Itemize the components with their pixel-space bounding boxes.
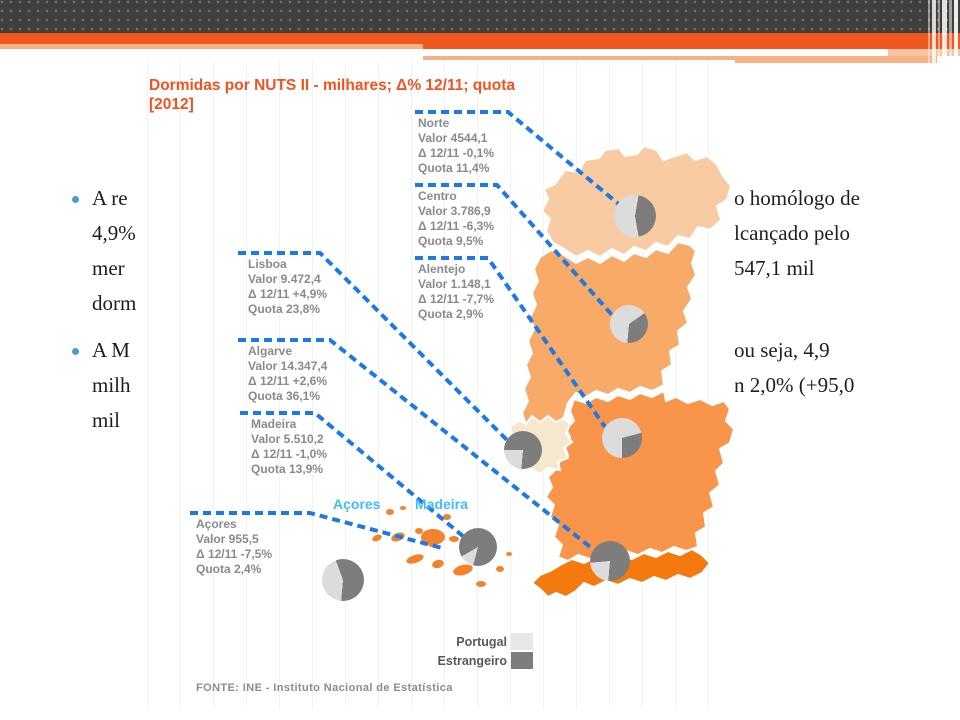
edge-stripe: [932, 0, 936, 100]
leader-acores: [190, 511, 443, 550]
island-caption-madeira: Madeira: [415, 496, 468, 512]
bullet1-line1-left: A re: [92, 186, 128, 210]
pie-centro: [610, 305, 648, 343]
leader-centro: [415, 183, 614, 317]
region-name: Madeira: [251, 417, 297, 431]
bullet2-line3-left: mil: [92, 408, 121, 432]
legend-row-portugal: Portugal: [427, 632, 533, 651]
region-quota: Quota 11,4%: [418, 161, 490, 175]
region-quota: Quota 2,4%: [196, 562, 262, 576]
region-name: Lisboa: [248, 257, 287, 271]
chart-title-line2: [2012]: [149, 96, 194, 113]
region-label-madeira: Madeira Valor 5.510,2 Δ 12/11 -1,0% Quot…: [251, 417, 327, 477]
legend-swatch-portugal: [511, 633, 533, 650]
leader-lines: [190, 110, 623, 552]
legend-label-portugal: Portugal: [456, 634, 507, 649]
region-label-alentejo: Alentejo Valor 1.148,1 Δ 12/11 -7,7% Quo…: [418, 262, 494, 322]
source-note: FONTE: INE - Instituto Nacional de Estat…: [196, 682, 453, 694]
bullet1-line2-left: 4,9%: [92, 221, 136, 245]
legend-swatch-estrangeiro: [511, 652, 533, 669]
pie-lisboa: [504, 431, 542, 469]
edge-stripe: [949, 0, 952, 100]
region-delta: Δ 12/11 -1,0%: [251, 447, 328, 461]
leader-lisboa: [238, 251, 509, 442]
region-valor: Valor 4544,1: [418, 131, 488, 145]
bullet-dot: [72, 196, 79, 203]
legend-label-estrangeiro: Estrangeiro: [437, 653, 507, 668]
region-name: Centro: [418, 189, 457, 203]
header-orange-bar-extension: [423, 44, 960, 49]
pie-alentejo: [602, 418, 642, 458]
region-valor: Valor 9.472,4: [248, 272, 321, 286]
region-label-algarve: Algarve Valor 14.347,4 Δ 12/11 +2,6% Quo…: [248, 344, 327, 404]
region-quota: Quota 13,9%: [251, 462, 324, 476]
bullet1-line3-right: 547,1 mil: [734, 256, 815, 280]
leader-algarve: [238, 338, 596, 552]
region-label-norte: Norte Valor 4544,1 Δ 12/11 -0,1% Quota 1…: [418, 116, 494, 176]
region-valor: Valor 955,5: [196, 532, 259, 546]
region-delta: Δ 12/11 +4,9%: [248, 287, 328, 301]
map-islands-madeira: [421, 514, 451, 545]
region-label-centro: Centro Valor 3.786,9 Δ 12/11 -6,3% Quota…: [418, 189, 494, 249]
pie-algarve: [590, 541, 630, 581]
header-peach-band-1: [0, 44, 423, 49]
chart-panel: Dormidas por NUTS II - milhares; Δ% 12/1…: [147, 60, 735, 708]
region-label-lisboa: Lisboa Valor 9.472,4 Δ 12/11 +4,9% Quota…: [248, 257, 327, 317]
region-delta: Δ 12/11 -6,3%: [418, 219, 495, 233]
chart-title-line1: Dormidas por NUTS II - milhares; Δ% 12/1…: [149, 77, 515, 94]
region-quota: Quota 2,9%: [418, 307, 484, 321]
header-dark-bar: [0, 0, 960, 33]
region-delta: Δ 12/11 -7,5%: [196, 547, 273, 561]
map-islands-acores: [372, 506, 512, 587]
bullet2-line1-left: A M: [92, 338, 130, 362]
pie-açores: [322, 559, 364, 601]
region-valor: Valor 14.347,4: [248, 359, 328, 373]
bullet1-line3-left: mer: [92, 256, 125, 280]
island-caption-acores: Açores: [333, 496, 381, 512]
region-delta: Δ 12/11 -7,7%: [418, 292, 495, 306]
region-valor: Valor 5.510,2: [251, 432, 324, 446]
leader-alentejo: [415, 256, 607, 429]
pie-norte: [614, 195, 656, 237]
edge-stripe: [928, 0, 930, 100]
region-name: Açores: [196, 517, 237, 531]
region-label-acores: Açores Valor 955,5 Δ 12/11 -7,5% Quota 2…: [196, 517, 272, 577]
leader-norte: [415, 110, 623, 208]
bullet-dot: [72, 348, 79, 355]
bullet1-line4-left: dorm: [92, 291, 137, 315]
chart-title: Dormidas por NUTS II - milhares; Δ% 12/1…: [149, 76, 649, 114]
bullet2-line2-left: milh: [92, 373, 131, 397]
legend-row-estrangeiro: Estrangeiro: [427, 651, 533, 670]
header-orange-bar: [0, 33, 960, 44]
region-name: Norte: [418, 116, 450, 130]
bullet1-line1-right: o homólogo de: [734, 186, 860, 210]
bullet2-line1-right: ou seja, 4,9: [734, 338, 830, 362]
edge-stripe: [954, 0, 958, 100]
edge-stripe: [942, 0, 947, 100]
header-peach-band-2: [423, 56, 937, 63]
header-peach-band-right: [888, 49, 960, 56]
region-quota: Quota 23,8%: [248, 302, 321, 316]
region-name: Alentejo: [418, 262, 466, 276]
legend: Portugal Estrangeiro: [427, 632, 533, 670]
bullet2-line2-right: n 2,0% (+95,0: [734, 373, 855, 397]
region-name: Algarve: [248, 344, 293, 358]
region-delta: Δ 12/11 -0,1%: [418, 146, 495, 160]
region-valor: Valor 1.148,1: [418, 277, 491, 291]
bullet1-line2-right: lcançado pelo: [734, 221, 851, 245]
region-quota: Quota 36,1%: [248, 389, 321, 403]
region-delta: Δ 12/11 +2,6%: [248, 374, 328, 388]
pie-madeira: [459, 528, 497, 566]
region-valor: Valor 3.786,9: [418, 204, 491, 218]
region-quota: Quota 9,5%: [418, 234, 484, 248]
edge-stripe: [938, 0, 940, 100]
map-region-centro: [516, 240, 698, 463]
